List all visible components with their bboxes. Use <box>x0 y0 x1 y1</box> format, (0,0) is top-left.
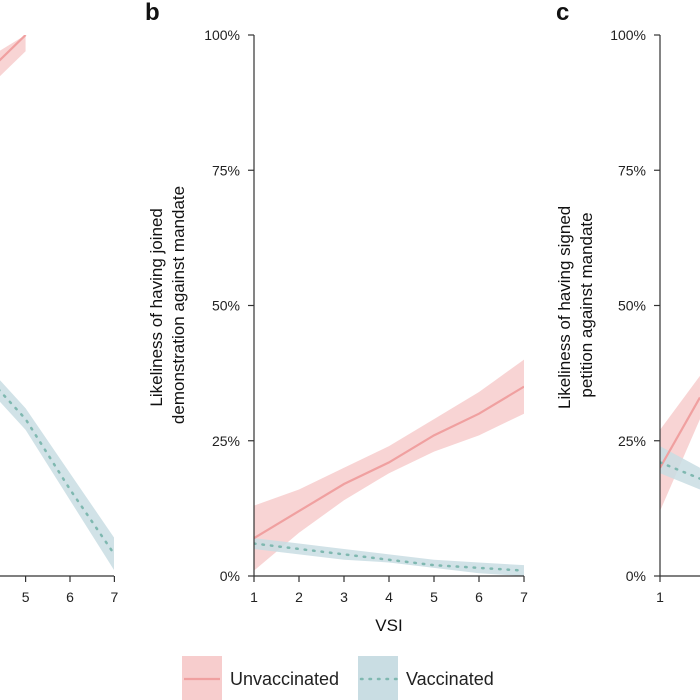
panel-b-band-unvaccinated <box>254 359 524 571</box>
legend-label-unvaccinated: Unvaccinated <box>230 669 339 689</box>
panel-c: c 0% 25% 50% 75% 100% 1 Likeliness of having… <box>555 0 700 605</box>
panel-b-x-axis-title: VSI <box>375 616 402 635</box>
panel-c-y-tick-label: 25% <box>618 433 646 449</box>
panel-b-x-tick-label: 2 <box>295 589 303 605</box>
panel-c-band-unvaccinated <box>660 375 700 512</box>
panel-c-y-tick-label: 100% <box>610 27 646 43</box>
panel-c-y-tick-label: 50% <box>618 298 646 314</box>
panel-a-x-tick-label: 5 <box>22 589 30 605</box>
panel-a-series-lines <box>0 35 114 556</box>
panel-c-letter: c <box>556 0 569 26</box>
panel-c-series-lines <box>660 396 700 480</box>
panel-b: b 0% 25% 50% 75% 100% 1 2 3 4 5 6 7 Likeliness of … <box>145 0 528 635</box>
panel-c-x-ticks: 1 <box>656 576 664 605</box>
panel-b-y-tick-label: 75% <box>212 162 240 178</box>
panel-b-x-ticks: 1 2 3 4 5 6 7 <box>250 576 528 605</box>
panel-c-band-vaccinated <box>660 446 700 490</box>
panel-c-y-tick-label: 0% <box>626 568 646 584</box>
panel-c-y-axis-title-line-1: Likeliness of having signed <box>555 206 574 409</box>
panel-b-y-tick-label: 50% <box>212 298 240 314</box>
panel-b-x-tick-label: 6 <box>475 589 483 605</box>
panel-c-line-unvaccinated <box>660 396 700 469</box>
legend-item-vaccinated: Vaccinated <box>358 656 494 700</box>
panel-b-y-tick-label: 100% <box>204 27 240 43</box>
panel-b-letter: b <box>145 0 160 26</box>
panel-b-x-tick-label: 4 <box>385 589 393 605</box>
panel-b-line-unvaccinated <box>254 385 524 540</box>
panel-c-x-tick-label: 1 <box>656 589 664 605</box>
panel-b-y-axis-title-line-1: Likeliness of having joined <box>147 208 166 406</box>
panel-c-y-tick-label: 75% <box>618 162 646 178</box>
panel-a-x-tick-label: 6 <box>66 589 74 605</box>
panel-c-y-ticks: 0% 25% 50% 75% 100% <box>610 27 660 584</box>
panel-a-x-ticks: 5 6 7 <box>22 576 119 605</box>
panel-b-x-tick-label: 1 <box>250 589 258 605</box>
panel-a-x-tick-label: 7 <box>111 589 119 605</box>
panel-b-y-ticks: 0% 25% 50% 75% 100% <box>204 27 254 584</box>
panel-a-line-vaccinated <box>0 389 114 556</box>
panel-b-x-tick-label: 5 <box>430 589 438 605</box>
panel-a-line-unvaccinated <box>0 35 27 62</box>
panel-b-y-axis-title-line-2: demonstration against mandate <box>169 186 188 424</box>
panel-c-confidence-bands <box>660 375 700 512</box>
panel-b-y-axis-title: Likeliness of having joined demonstratio… <box>147 186 188 424</box>
panel-b-confidence-bands <box>254 359 524 576</box>
panel-c-line-vaccinated <box>660 461 700 480</box>
panel-a: 5 6 7 <box>0 35 119 605</box>
panel-b-y-tick-label: 0% <box>220 568 240 584</box>
panel-a-confidence-bands <box>0 35 114 570</box>
panel-a-band-vaccinated <box>0 380 114 570</box>
panel-b-y-tick-label: 25% <box>212 433 240 449</box>
panel-c-y-axis-title-line-2: petition against mandate <box>577 212 596 397</box>
legend-label-vaccinated: Vaccinated <box>406 669 494 689</box>
panel-b-x-tick-label: 3 <box>340 589 348 605</box>
panel-a-band-unvaccinated <box>0 35 26 77</box>
panel-b-x-tick-label: 7 <box>520 589 528 605</box>
panel-c-y-axis-title: Likeliness of having signed petition aga… <box>555 201 596 409</box>
legend: Unvaccinated Vaccinated <box>182 656 494 700</box>
panel-b-line-vaccinated <box>254 542 524 572</box>
panel-b-band-vaccinated <box>254 538 524 576</box>
panel-b-series-lines <box>254 385 524 572</box>
legend-item-unvaccinated: Unvaccinated <box>182 656 339 700</box>
